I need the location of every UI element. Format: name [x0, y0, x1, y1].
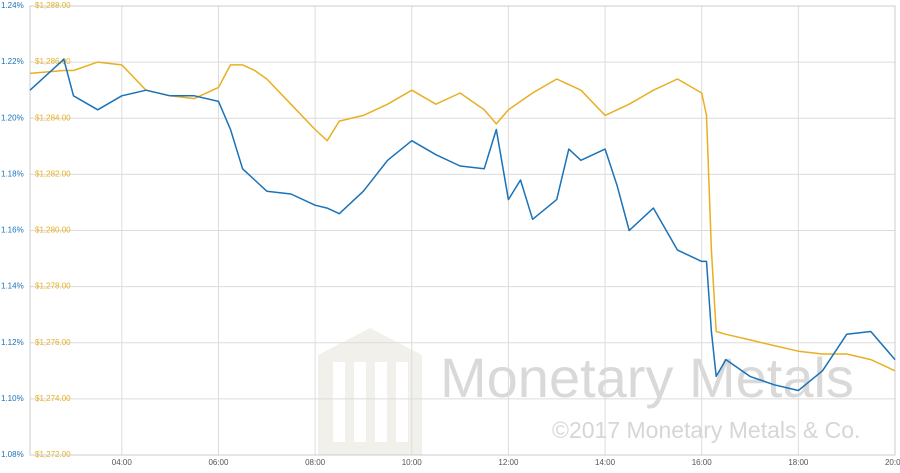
y-tick-label: 1.08% — [1, 450, 24, 459]
y2-tick-label: $1,280.00 — [35, 226, 71, 235]
x-tick-label: 10:00 — [402, 458, 423, 467]
y-tick-label: 1.14% — [1, 282, 24, 291]
y-tick-label: 1.24% — [1, 1, 24, 10]
line-series — [29, 58, 896, 392]
y-tick-label: 1.18% — [1, 169, 24, 178]
logo-shape — [318, 328, 422, 455]
watermark-title: Monetary Metals — [440, 346, 854, 409]
watermark-copyright: ©2017 Monetary Metals & Co. — [552, 417, 860, 443]
y2-tick-label: $1,286.00 — [35, 57, 71, 66]
x-tick-label: 14:00 — [595, 458, 616, 467]
plot-frame — [29, 5, 896, 456]
y2-tick-label: $1,278.00 — [35, 282, 71, 291]
x-tick-label: 12:00 — [498, 458, 519, 467]
y2-tick-label: $1,274.00 — [35, 394, 71, 403]
y2-tick-label: $1,284.00 — [35, 113, 71, 122]
x-tick-label: 16:00 — [692, 458, 713, 467]
line-series — [29, 61, 896, 372]
x-tick-label: 20:00 — [885, 458, 900, 467]
y2-tick-label: $1,282.00 — [35, 169, 71, 178]
x-tick-label: 06:00 — [208, 458, 229, 467]
y-tick-label: 1.22% — [1, 57, 24, 66]
logo-bar — [333, 362, 345, 442]
logo-bar — [375, 362, 387, 442]
x-tick-label: 04:00 — [112, 458, 133, 467]
y-tick-label: 1.20% — [1, 113, 24, 122]
watermark-logo — [318, 328, 422, 455]
y2-tick-label: $1,276.00 — [35, 338, 71, 347]
x-tick-label: 18:00 — [788, 458, 809, 467]
y-tick-label: 1.12% — [1, 338, 24, 347]
logo-bar — [354, 362, 366, 442]
x-tick-label: 08:00 — [305, 458, 326, 467]
logo-bar — [396, 362, 408, 442]
y-tick-label: 1.10% — [1, 394, 24, 403]
y-tick-label: 1.16% — [1, 226, 24, 235]
